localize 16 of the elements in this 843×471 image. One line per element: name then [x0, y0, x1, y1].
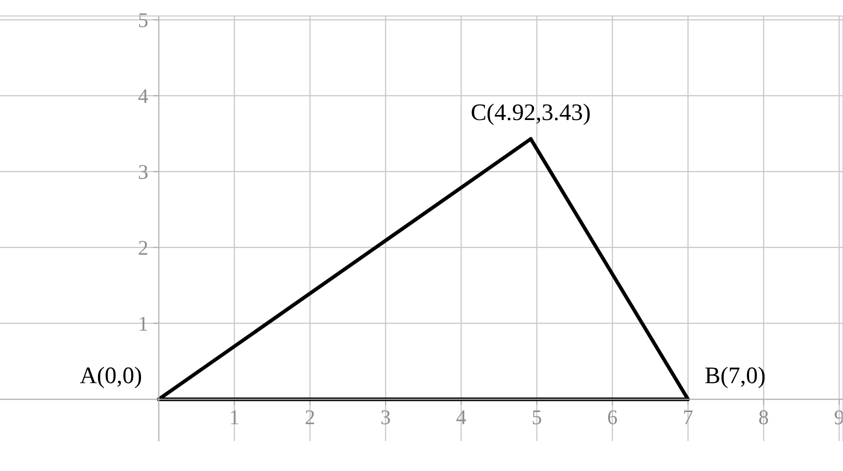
- x-tick-label: 5: [532, 410, 542, 424]
- annotation: C(4.92,3.43): [472, 104, 590, 126]
- y-tick-label: 1: [140, 316, 148, 331]
- x-tick-label: 1: [231, 410, 238, 424]
- y-tick-label: 4: [138, 89, 148, 103]
- x-tick-label: 4: [456, 410, 466, 424]
- y-tick-label: 2: [138, 240, 148, 255]
- annotation: A(0,0): [80, 366, 142, 388]
- x-tick-label: 2: [306, 410, 314, 424]
- x-tick-label: 8: [759, 410, 768, 424]
- x-tick-label: 6: [608, 410, 617, 424]
- y-tick-label: 5: [139, 13, 148, 28]
- x-tick-label: 3: [381, 410, 390, 424]
- annotation: B(7,0): [705, 366, 765, 388]
- y-tick-label: 3: [138, 165, 148, 180]
- x-tick-label: 7: [684, 410, 693, 424]
